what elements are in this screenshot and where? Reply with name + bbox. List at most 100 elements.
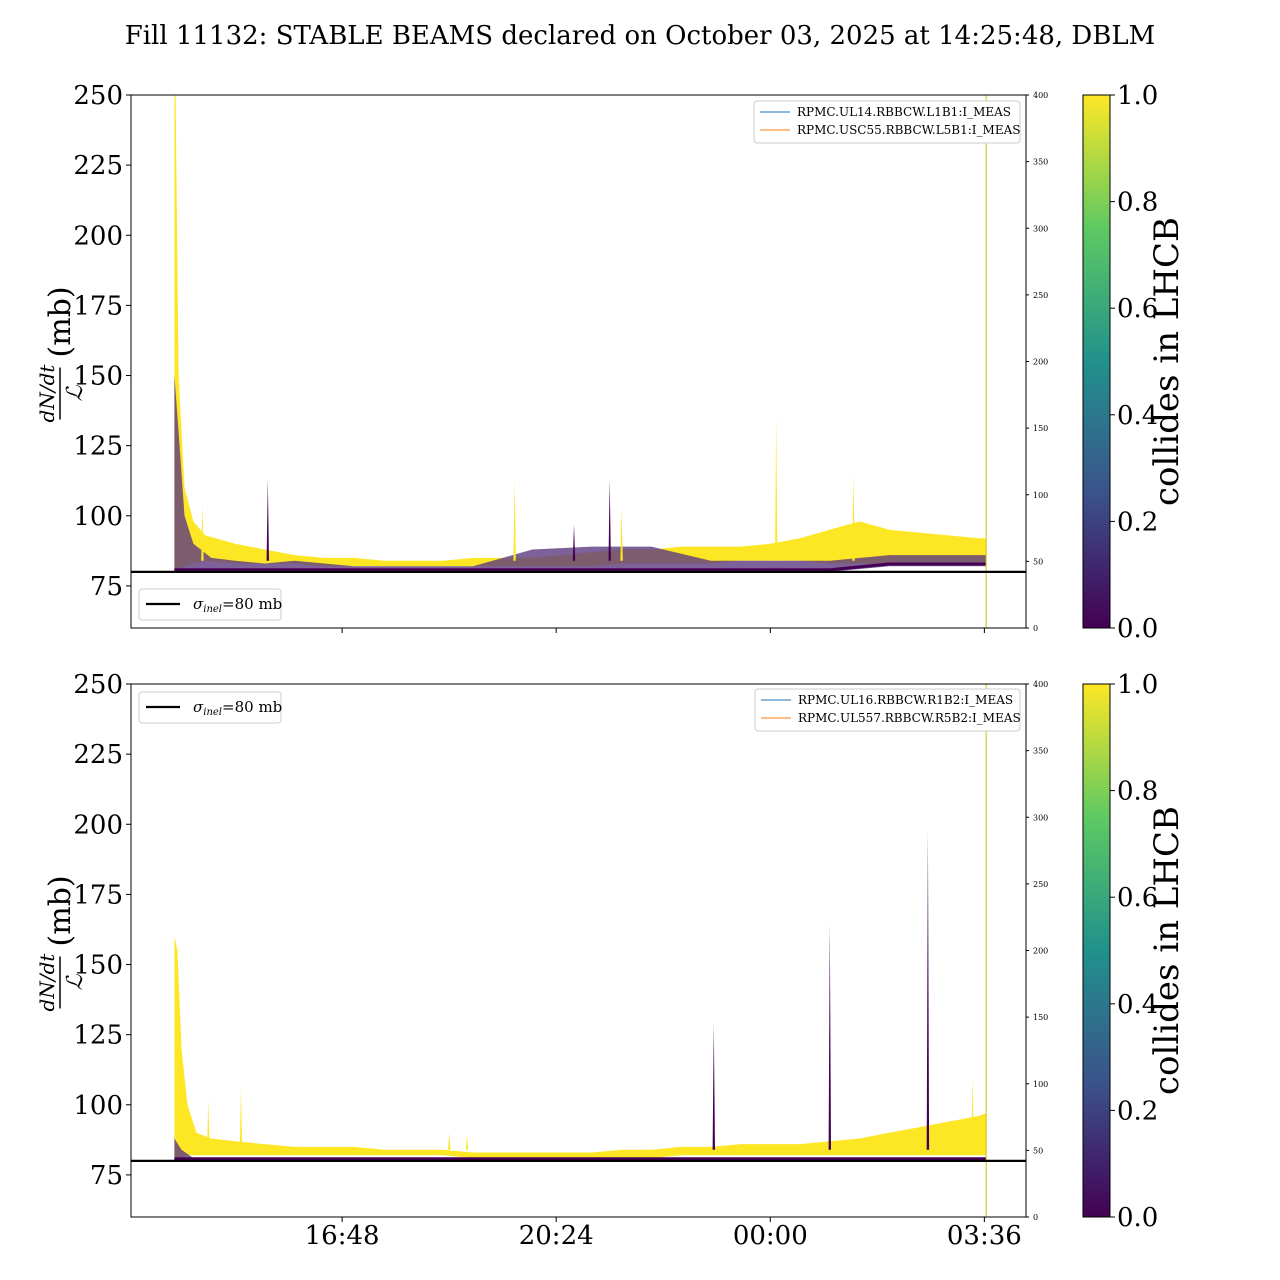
spike-6 <box>775 414 778 561</box>
xtick-label: 00:00 <box>733 1221 808 1251</box>
ytick-label: 250 <box>73 81 123 111</box>
colliding-band <box>174 95 987 572</box>
right-ytick-label: 50 <box>1033 557 1043 566</box>
ylabel-denominator: ℒ <box>63 384 88 401</box>
right-ytick-label: 50 <box>1033 1146 1043 1155</box>
series-legend-label: RPMC.UL14.RBBCW.L1B1:I_MEAS <box>797 105 1011 119</box>
ylabel-numerator: dN/dt <box>35 953 59 1012</box>
series-legend: RPMC.UL14.RBBCW.L1B1:I_MEAS RPMC.USC55.RB… <box>753 100 1021 144</box>
right-ytick-label: 250 <box>1033 291 1048 300</box>
ytick-label: 175 <box>73 880 123 910</box>
right-ytick-label: 350 <box>1033 158 1048 167</box>
ytick-label: 150 <box>73 362 123 392</box>
y-axis-label: dN/dt ℒ (mb) <box>35 286 88 422</box>
right-ytick-label: 200 <box>1033 358 1048 367</box>
ytick-label: 125 <box>73 432 123 462</box>
xtick-label: 20:24 <box>519 1221 594 1251</box>
sigma-subscript: inel <box>203 604 222 615</box>
panel-top: 75 100 125 150 175 200 225 250 0 50 100 150 200 250 30… <box>35 81 1187 644</box>
colorbar-tick-label: 0.6 <box>1117 294 1158 324</box>
sigma-legend-box <box>138 588 282 621</box>
right-ytick-label: 0 <box>1033 624 1038 633</box>
series-legend-box <box>753 100 1021 144</box>
right-ytick-label: 100 <box>1033 491 1048 500</box>
ylabel-unit: (mb) <box>43 286 78 357</box>
series-legend-label: RPMC.UL16.RBBCW.R1B2:I_MEAS <box>798 693 1013 707</box>
series-legend-label: RPMC.USC55.RBBCW.L5B1:I_MEAS <box>797 123 1020 137</box>
colorbar-tick-label: 0.2 <box>1117 507 1158 537</box>
spike-3 <box>465 1135 469 1150</box>
spike-0 <box>201 504 204 561</box>
right-ytick-label: 0 <box>1033 1213 1038 1222</box>
ytick-label: 225 <box>73 151 123 181</box>
sigma-legend-label: σinel=80 mb <box>193 595 282 615</box>
ytick-label: 150 <box>73 951 123 981</box>
colorbar: 0.0 0.2 0.4 0.6 0.8 1.0 collides in LHCB <box>1082 81 1187 644</box>
series-legend: RPMC.UL16.RBBCW.R1B2:I_MEAS RPMC.UL557.RB… <box>754 688 1021 732</box>
colorbar-tick-label: 0.8 <box>1117 188 1158 218</box>
sigma-rest: =80 mb <box>222 595 282 613</box>
ylabel-numerator: dN/dt <box>35 364 59 423</box>
colorbar-gradient <box>1083 684 1110 1217</box>
right-ytick-label: 400 <box>1033 91 1048 100</box>
sigma-legend: σinel=80 mb <box>138 588 282 621</box>
right-ytick-label: 350 <box>1033 747 1048 756</box>
spike-7 <box>852 473 855 561</box>
spike-4 <box>712 1023 715 1150</box>
ytick-label: 75 <box>90 1161 123 1191</box>
right-ytick-label: 250 <box>1033 880 1048 889</box>
colorbar-gradient <box>1083 95 1110 628</box>
figure-title: Fill 11132: STABLE BEAMS declared on Oct… <box>125 21 1156 51</box>
spike-1 <box>239 1088 243 1150</box>
ytick-label: 100 <box>73 1091 123 1121</box>
ytick-label: 125 <box>73 1021 123 1051</box>
colorbar-tick-label: 0.4 <box>1117 990 1158 1020</box>
ylabel-unit: (mb) <box>43 875 78 946</box>
spike-7 <box>971 1076 974 1150</box>
sigma-legend: σinel=80 mb <box>138 691 282 724</box>
plot-area <box>174 684 987 1217</box>
right-ytick-label: 150 <box>1033 424 1048 433</box>
panel-bottom: 75 100 125 150 175 200 225 250 0 50 100 150 200 250 30… <box>35 670 1187 1251</box>
colorbar-frame <box>1082 94 1111 629</box>
colorbar: 0.0 0.2 0.4 0.6 0.8 1.0 collides in LHCB <box>1082 670 1187 1233</box>
spike-5 <box>828 922 831 1150</box>
ytick-label: 175 <box>73 291 123 321</box>
sigma-legend-box <box>138 691 282 724</box>
ytick-label: 100 <box>73 502 123 532</box>
right-ytick-label: 400 <box>1033 680 1048 689</box>
ytick-label: 200 <box>73 810 123 840</box>
colorbar-tick-label: 1.0 <box>1117 670 1158 700</box>
colorbar-tick-label: 0.8 <box>1117 777 1158 807</box>
ytick-label: 75 <box>90 572 123 602</box>
spike-4 <box>608 479 611 561</box>
colorbar-tick-label: 0.4 <box>1117 401 1158 431</box>
colorbar-tick-label: 0.0 <box>1117 1203 1158 1233</box>
colorbar-tick-label: 0.0 <box>1117 614 1158 644</box>
spike-2 <box>513 479 516 561</box>
sigma-rest: =80 mb <box>222 698 282 716</box>
non-colliding-baseline <box>174 562 987 572</box>
colorbar-tick-label: 1.0 <box>1117 81 1158 111</box>
spike-0 <box>207 1099 210 1150</box>
xtick-label: 16:48 <box>305 1221 380 1251</box>
ylabel-denominator: ℒ <box>63 973 88 990</box>
colorbar-label: collides in LHCB <box>1147 806 1187 1095</box>
series-legend-box <box>754 688 1021 732</box>
right-ytick-label: 200 <box>1033 947 1048 956</box>
colorbar-tick-label: 0.2 <box>1117 1096 1158 1126</box>
plot-area <box>174 95 987 628</box>
colorbar-tick-label: 0.6 <box>1117 883 1158 913</box>
sigma-subscript: inel <box>203 707 222 718</box>
ytick-label: 200 <box>73 221 123 251</box>
ytick-label: 225 <box>73 740 123 770</box>
spike-1 <box>266 479 269 561</box>
spike-6 <box>926 829 930 1150</box>
colorbar-label: collides in LHCB <box>1147 217 1187 506</box>
sigma-symbol: σ <box>193 698 204 716</box>
series-legend-label: RPMC.UL557.RBBCW.R5B2:I_MEAS <box>798 711 1021 725</box>
sigma-legend-label: σinel=80 mb <box>193 698 282 718</box>
colliding-band <box>174 936 987 1161</box>
y-axis-label: dN/dt ℒ (mb) <box>35 875 88 1011</box>
